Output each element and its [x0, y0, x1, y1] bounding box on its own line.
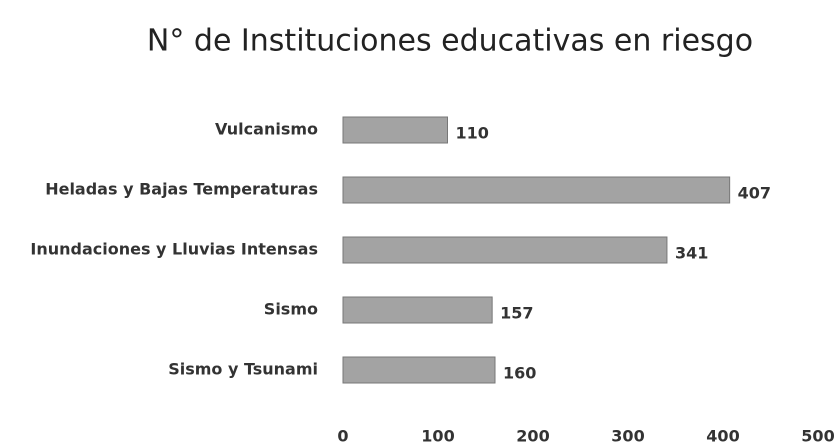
data-label: 110: [456, 124, 489, 143]
data-label: 157: [500, 304, 533, 323]
x-tick-label: 200: [516, 427, 549, 446]
bar: [342, 176, 731, 204]
y-tick-label: Vulcanismo: [215, 120, 318, 139]
y-tick-label: Heladas y Bajas Temperaturas: [45, 180, 318, 199]
y-tick-label: Inundaciones y Lluvias Intensas: [30, 240, 318, 259]
data-label: 341: [675, 244, 708, 263]
bar: [342, 356, 496, 384]
bar: [342, 116, 448, 144]
x-tick-label: 400: [706, 427, 739, 446]
x-tick-label: 0: [337, 427, 348, 446]
x-tick-label: 300: [611, 427, 644, 446]
x-tick-label: 500: [801, 427, 834, 446]
x-tick-label: 100: [421, 427, 454, 446]
y-tick-label: Sismo y Tsunami: [168, 360, 318, 379]
data-label: 160: [503, 364, 536, 383]
data-label: 407: [738, 184, 771, 203]
bar: [342, 236, 668, 264]
bar: [342, 296, 493, 324]
chart-title: N° de Instituciones educativas en riesgo: [147, 24, 753, 59]
y-tick-label: Sismo: [264, 300, 318, 319]
